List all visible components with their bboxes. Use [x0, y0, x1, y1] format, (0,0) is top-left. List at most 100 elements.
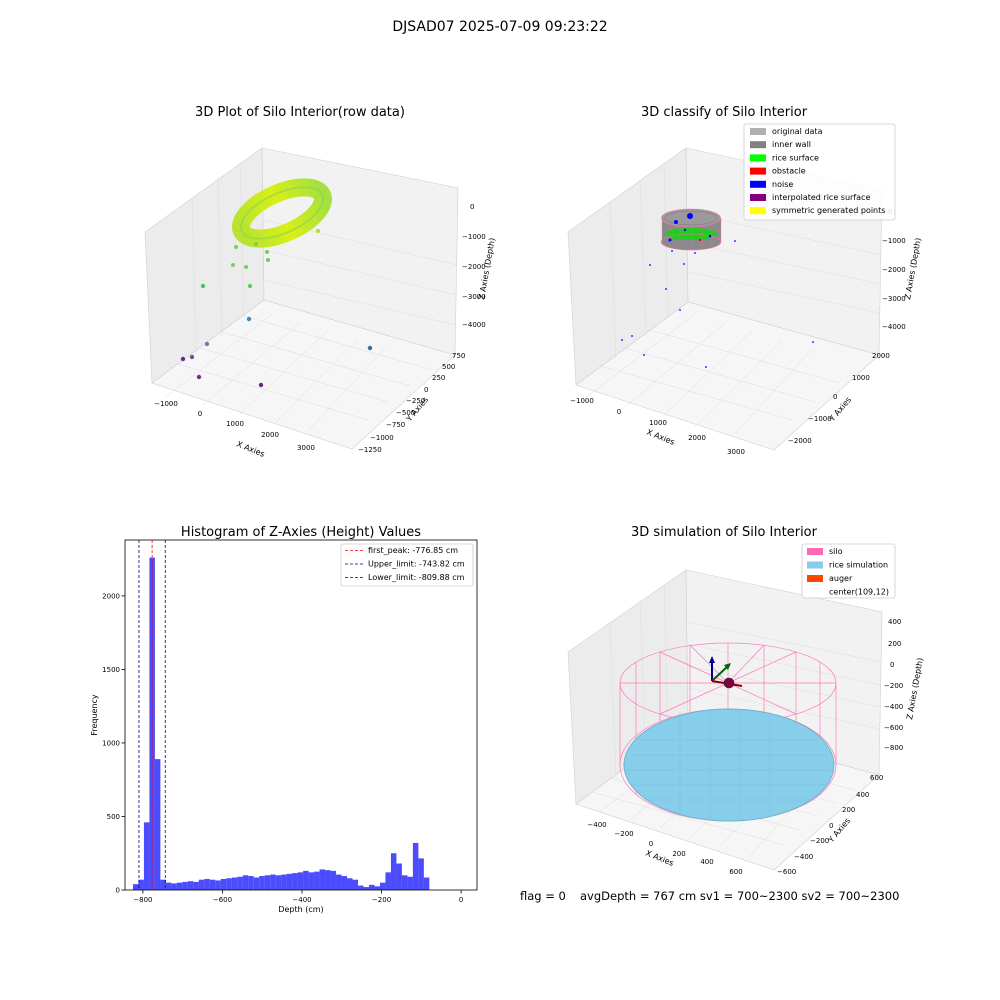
svg-text:−400: −400 [587, 821, 606, 829]
raw-axes-panes [144, 147, 459, 450]
histogram-bar [209, 879, 216, 890]
histogram-plot-area [125, 540, 477, 890]
svg-text:250: 250 [432, 374, 445, 382]
svg-text:400: 400 [700, 858, 713, 866]
svg-text:−2000: −2000 [462, 263, 486, 271]
histogram-bar [319, 869, 326, 890]
histogram-bar [336, 874, 342, 890]
histogram-y-tick-label: 500 [107, 813, 120, 821]
svg-text:200: 200 [672, 850, 685, 858]
raw-point-ring [231, 178, 333, 248]
histogram-bar [237, 876, 243, 890]
simulation-legend: silo rice simulation auger center(109,12) [801, 543, 896, 599]
histogram-bar [281, 874, 287, 890]
histogram-bar [363, 887, 369, 890]
svg-text:0: 0 [617, 408, 621, 416]
histogram-bar [171, 883, 177, 890]
histogram-bar [308, 872, 315, 890]
histogram-x-tick-label: −400 [292, 896, 311, 904]
svg-text:200: 200 [842, 806, 855, 814]
histogram-y-tick-label: 1000 [102, 739, 120, 747]
svg-text:−500: −500 [396, 409, 415, 417]
classify-legend-label-6: symmetric generated points [772, 206, 885, 215]
raw-x-label: X Axies [235, 440, 266, 459]
classify-legend-swatch-0 [750, 128, 766, 135]
histogram-bar [352, 879, 358, 890]
simulation-x-ticks: −400 −200 0 200 400 600 [587, 821, 742, 876]
svg-text:−750: −750 [386, 421, 405, 429]
histogram-bar [154, 759, 161, 890]
histogram-panel: Histogram of Z-Axies (Height) Values −80… [90, 525, 478, 914]
simulation-legend-label-1: rice simulation [829, 561, 888, 570]
histogram-bar [330, 870, 337, 890]
histogram-bar [138, 879, 144, 890]
svg-text:0: 0 [833, 393, 837, 401]
svg-text:1000: 1000 [226, 420, 244, 428]
classify-silo-wall [660, 208, 722, 251]
histogram-bar [297, 872, 304, 890]
svg-text:0: 0 [470, 203, 474, 211]
histogram-bar [314, 871, 320, 890]
histogram-bar [374, 886, 380, 890]
simulation-legend-label-0: silo [829, 547, 843, 556]
histogram-bar [226, 878, 232, 890]
classify-legend-label-2: rice surface [772, 153, 819, 162]
simulation-plot: 3D simulation of Silo Interior [567, 525, 925, 876]
simulation-rice-surface [623, 708, 835, 822]
svg-text:400: 400 [888, 618, 901, 626]
simulation-legend-swatch-2 [807, 575, 823, 582]
classify-x-label: X Axies [645, 428, 676, 447]
svg-text:−400: −400 [794, 853, 813, 861]
histogram-title: Histogram of Z-Axies (Height) Values [181, 525, 421, 540]
raw-x-ticks: −1000 0 1000 2000 3000 [154, 400, 315, 452]
svg-text:−600: −600 [884, 724, 903, 732]
histogram-bar [149, 557, 155, 890]
footer-flag: flag = 0 [520, 889, 566, 903]
histogram-bar [143, 822, 150, 890]
svg-text:−1000: −1000 [462, 233, 486, 241]
svg-text:500: 500 [442, 363, 455, 371]
simulation-z-label: Z Axies (Depth) [905, 657, 925, 720]
svg-text:200: 200 [888, 640, 901, 648]
figure-suptitle: DJSAD07 2025-07-09 09:23:22 [392, 19, 607, 35]
histogram-legend-label-1: Upper_limit: -743.82 cm [368, 560, 465, 569]
histogram-bar [390, 853, 397, 890]
histogram-bar [220, 878, 227, 890]
svg-text:−1000: −1000 [808, 415, 832, 423]
histogram-bar [385, 872, 391, 890]
svg-text:0: 0 [198, 410, 202, 418]
histogram-legend [340, 543, 474, 587]
histogram-bar [423, 877, 430, 890]
raw-z-ticks: 0 −1000 −2000 −3000 −4000 [462, 203, 486, 329]
simulation-legend-swatch-1 [807, 561, 823, 569]
svg-text:0: 0 [649, 840, 653, 848]
svg-text:−200: −200 [810, 837, 829, 845]
histogram-legend-label-0: first_peak: -776.85 cm [368, 546, 458, 555]
histogram-x-tick-label: −800 [133, 896, 152, 904]
classify-x-ticks: −1000 0 1000 2000 3000 [570, 397, 745, 456]
svg-text:−3000: −3000 [462, 293, 486, 301]
classify-legend-label-1: inner wall [772, 140, 811, 149]
histogram-x-tick-label: 0 [459, 896, 463, 904]
svg-text:0: 0 [890, 661, 894, 669]
raw-y-ticks: 750 500 250 0 −250 −500 −750 −1000 −1250 [358, 352, 465, 454]
classify-z-label: Z Axies (Depth) [903, 237, 923, 300]
histogram-bar [165, 882, 172, 890]
histogram-bar [357, 885, 364, 890]
simulation-legend-label-2: auger [829, 574, 853, 583]
histogram-x-tick-label: −200 [372, 896, 391, 904]
classify-legend-swatch-6 [750, 207, 766, 215]
histogram-x-tick-label: −600 [213, 896, 232, 904]
simulation-plot-title: 3D simulation of Silo Interior [631, 525, 818, 540]
classify-legend-label-4: noise [772, 180, 793, 189]
svg-text:−1000: −1000 [154, 400, 178, 408]
simulation-y-ticks: 600 400 200 0 −200 −400 −600 [777, 774, 883, 876]
histogram-bar [264, 875, 271, 890]
simulation-legend-label-3: center(109,12) [829, 588, 889, 597]
classify-y-ticks: 2000 1000 0 −1000 −2000 [788, 352, 890, 445]
histogram-bar [368, 884, 375, 890]
classify-legend: original data inner wall rice surface obsta… [743, 123, 896, 221]
svg-text:600: 600 [870, 774, 883, 782]
histogram-y-label: Frequency [90, 694, 99, 736]
histogram-bar [259, 876, 265, 890]
